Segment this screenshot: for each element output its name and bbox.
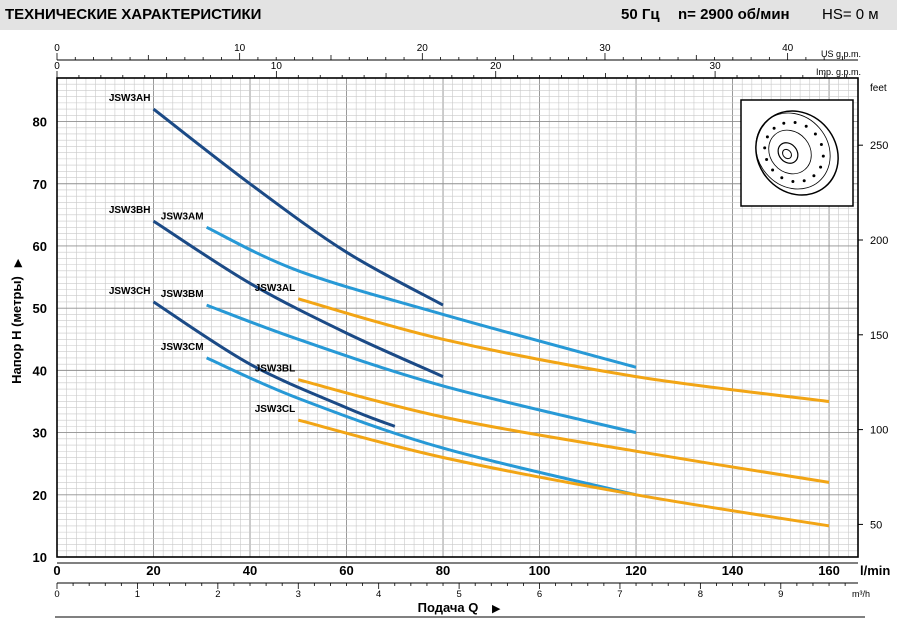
m3h-unit-label: m³/h: [852, 589, 870, 599]
top-axes: 0 10 20 30 40 US g.p.m. 0 10 20 30 Imp. g.p.m.: [54, 43, 861, 79]
impeller-illustration: [740, 99, 854, 207]
y-tick-label: 40: [33, 363, 47, 378]
impeller-dot: [771, 168, 775, 172]
y2-tick-label: 50: [870, 519, 882, 531]
impeller-dot: [819, 165, 823, 169]
y-tick-label: 60: [33, 239, 47, 254]
y-tick-label: 20: [33, 488, 47, 503]
x-tick-label: 160: [818, 563, 840, 578]
series-label-jsw3ah: JSW3AH: [109, 93, 151, 104]
impeller-dot: [763, 146, 767, 150]
top-tick-label: 40: [782, 43, 794, 54]
y-tick-label: 30: [33, 426, 47, 441]
m3h-tick-label: 7: [617, 589, 622, 600]
m3h-tick-label: 1: [135, 589, 140, 600]
top-tick-label: 20: [417, 43, 429, 54]
impeller-dot: [793, 121, 797, 124]
x-unit-label: l/min: [860, 563, 890, 578]
x-tick-label: 100: [529, 563, 551, 578]
y2-tick-label: 100: [870, 425, 888, 437]
top-tick-label: 0: [54, 43, 60, 54]
speed-label: n= 2900 об/мин: [678, 6, 790, 23]
series-line-jsw3cl: [297, 418, 830, 528]
series-label-jsw3cm: JSW3CM: [161, 342, 204, 353]
impeller-icon: [755, 110, 839, 196]
impeller-dot: [813, 132, 817, 136]
series-lines: [152, 107, 830, 528]
y-tick-label: 10: [33, 550, 47, 565]
impeller-dot: [791, 180, 795, 183]
y-tick-label: 70: [33, 177, 47, 192]
impeller-dot: [765, 158, 769, 161]
impeller-dot: [812, 174, 816, 178]
m3h-tick-label: 8: [698, 589, 703, 600]
header-bar: ТЕХНИЧЕСКИЕ ХАРАКТЕРИСТИКИ 50 Гц n= 2900…: [0, 0, 897, 30]
x-axis-arrow-icon: ▶: [492, 602, 501, 615]
series-line-jsw3am: [205, 225, 637, 369]
x-tick-label: 40: [243, 563, 257, 578]
series-label-jsw3bm: JSW3BM: [161, 289, 204, 300]
frequency-label: 50 Гц: [621, 6, 660, 23]
page-title: ТЕХНИЧЕСКИЕ ХАРАКТЕРИСТИКИ: [5, 6, 262, 23]
y2-tick-label: 150: [870, 330, 888, 342]
top-tick-label: 30: [710, 61, 722, 72]
y2-tick-label: 200: [870, 235, 888, 247]
m3h-tick-label: 3: [296, 589, 301, 600]
y-tick-label: 80: [33, 115, 47, 130]
m3h-tick-label: 9: [778, 589, 783, 600]
m3h-tick-label: 5: [456, 589, 461, 600]
series-label-jsw3bl: JSW3BL: [255, 364, 296, 375]
impeller-dot: [802, 179, 806, 183]
top-tick-label: 10: [234, 43, 246, 54]
x-axis-label: Подача Q: [418, 600, 479, 615]
hs-label: HS= 0 м: [822, 6, 879, 23]
impeller-dot: [821, 154, 825, 158]
impeller-dot: [765, 135, 769, 139]
series-label-jsw3am: JSW3AM: [161, 211, 204, 222]
top-tick-label: 0: [54, 61, 60, 72]
top-unit-label: Imp. g.p.m.: [816, 67, 861, 77]
m3h-tick-label: 4: [376, 589, 381, 600]
x-tick-label: 0: [53, 563, 60, 578]
m3h-tick-label: 0: [54, 589, 59, 600]
top-unit-label: US g.p.m.: [821, 49, 861, 59]
y2-tick-label: 250: [870, 140, 888, 152]
impeller-dot: [819, 143, 823, 146]
m3h-tick-label: 6: [537, 589, 542, 600]
series-line-jsw3ah: [152, 107, 444, 307]
series-label-jsw3cl: JSW3CL: [255, 404, 296, 415]
top-tick-label: 20: [490, 61, 502, 72]
series-line-jsw3bm: [206, 303, 637, 435]
x-tick-label: 60: [339, 563, 353, 578]
x-tick-label: 20: [146, 563, 160, 578]
impeller-dot: [804, 124, 808, 128]
y-tick-label: 50: [33, 301, 47, 316]
series-line-jsw3bh: [152, 219, 444, 378]
top-tick-label: 10: [271, 61, 283, 72]
top-tick-label: 30: [599, 43, 611, 54]
x-tick-label: 80: [436, 563, 450, 578]
impeller-dot: [780, 176, 784, 180]
y2-unit-label: feet: [870, 83, 887, 94]
x-tick-label: 140: [722, 563, 744, 578]
series-line-jsw3al: [297, 297, 830, 403]
impeller-dot: [772, 126, 776, 130]
series-labels: JSW3AH JSW3BH JSW3CH JSW3AM JSW3BM JSW3CM JSW3…: [109, 93, 295, 415]
series-label-jsw3al: JSW3AL: [255, 283, 296, 294]
series-label-jsw3ch: JSW3CH: [109, 286, 151, 297]
series-line-jsw3cm: [205, 356, 637, 497]
series-line-jsw3ch: [152, 300, 396, 428]
impeller-dot: [782, 121, 786, 125]
series-line-jsw3bl: [297, 378, 830, 484]
y-axis-label: Напор H (метры): [9, 276, 24, 384]
series-label-jsw3bh: JSW3BH: [109, 205, 151, 216]
m3h-tick-label: 2: [215, 589, 220, 600]
x-tick-label: 120: [625, 563, 647, 578]
y-axis-arrow-icon: ▶: [11, 258, 24, 267]
